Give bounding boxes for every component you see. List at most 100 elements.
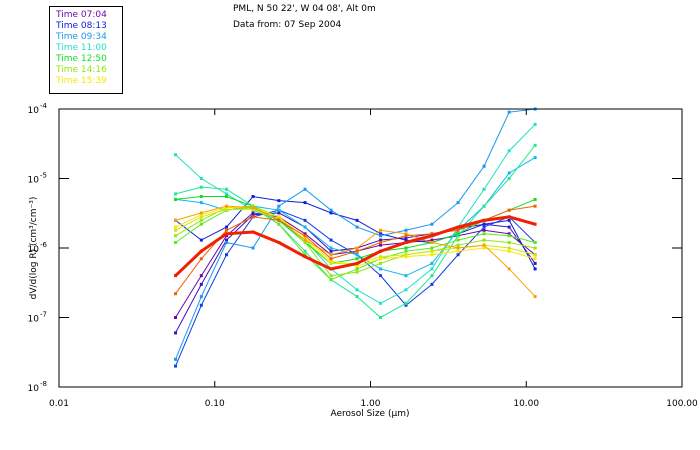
y-tick-exponent: -4 — [40, 102, 48, 110]
data-point — [174, 192, 178, 196]
legend-entry: Time 14:16 — [56, 65, 107, 75]
data-point — [329, 267, 333, 271]
data-point — [199, 195, 203, 199]
data-point — [404, 246, 408, 250]
data-point — [277, 204, 281, 208]
data-point — [507, 234, 511, 238]
data-point — [430, 267, 434, 271]
y-tick-label: 10 — [28, 245, 40, 255]
data-point — [174, 240, 178, 244]
data-point — [303, 249, 307, 253]
data-point — [303, 225, 307, 229]
data-point — [303, 232, 307, 236]
data-point — [355, 253, 359, 257]
data-point — [225, 195, 229, 199]
data-point — [355, 218, 359, 222]
data-point — [533, 261, 537, 265]
data-point — [404, 236, 408, 240]
data-point — [329, 246, 333, 250]
data-point — [379, 234, 383, 238]
data-point — [303, 240, 307, 244]
data-point — [507, 240, 511, 244]
data-point — [199, 295, 203, 299]
y-tick-label: 10 — [28, 176, 40, 186]
data-point — [329, 249, 333, 253]
data-point — [507, 110, 511, 114]
data-point — [251, 213, 255, 217]
data-point — [482, 225, 486, 229]
data-point — [355, 267, 359, 271]
data-point — [174, 364, 178, 368]
data-point — [533, 267, 537, 271]
data-point — [507, 171, 511, 175]
data-point — [303, 236, 307, 240]
data-point — [533, 253, 537, 257]
data-point — [404, 238, 408, 242]
data-point — [225, 207, 229, 211]
data-point — [355, 249, 359, 253]
x-tick-label: 1.00 — [360, 399, 380, 409]
data-point — [379, 261, 383, 265]
data-point — [379, 255, 383, 259]
data-point — [355, 295, 359, 299]
data-point — [199, 201, 203, 205]
data-point — [251, 215, 255, 219]
data-point — [379, 243, 383, 247]
data-point — [482, 187, 486, 191]
y-tick-exponent: -5 — [40, 172, 47, 180]
data-point — [533, 204, 537, 208]
data-point — [303, 234, 307, 238]
data-point — [404, 253, 408, 257]
data-point — [482, 238, 486, 242]
chart-subtitle: Data from: 07 Sep 2004 — [233, 20, 342, 30]
data-point — [533, 240, 537, 244]
data-point — [379, 228, 383, 232]
data-point — [456, 249, 460, 253]
legend-entry: Time 11:00 — [56, 43, 107, 53]
y-tick-label: 10 — [28, 106, 40, 116]
data-point — [379, 240, 383, 244]
data-point — [329, 259, 333, 263]
data-point — [430, 253, 434, 257]
data-point — [430, 240, 434, 244]
data-point — [251, 204, 255, 208]
data-point — [379, 301, 383, 305]
data-point — [303, 201, 307, 205]
data-point — [430, 246, 434, 250]
series-line — [175, 207, 536, 281]
legend-entry: Time 15:39 — [56, 76, 107, 86]
data-point — [533, 143, 537, 147]
data-point — [456, 232, 460, 236]
data-point — [225, 225, 229, 229]
series-line — [175, 124, 536, 304]
data-point — [225, 192, 229, 196]
data-point — [533, 295, 537, 299]
data-point — [533, 257, 537, 261]
data-point — [225, 240, 229, 244]
data-point — [199, 257, 203, 261]
data-point — [404, 240, 408, 244]
data-point — [379, 316, 383, 319]
data-point — [329, 274, 333, 278]
data-point — [199, 215, 203, 219]
data-point — [199, 211, 203, 215]
data-point — [456, 201, 460, 205]
data-point — [404, 255, 408, 259]
y-axis-title: dV/d(log R) (cm³/cm⁻³) — [29, 197, 39, 300]
data-point — [277, 211, 281, 215]
data-point — [482, 164, 486, 168]
data-point — [533, 156, 537, 160]
data-point — [533, 222, 537, 226]
data-point — [174, 218, 178, 222]
data-point — [277, 215, 281, 219]
data-point — [379, 274, 383, 278]
y-tick-exponent: -6 — [40, 241, 48, 249]
data-point — [379, 238, 383, 242]
data-point — [199, 185, 203, 189]
data-point — [174, 153, 178, 157]
data-point — [199, 274, 203, 278]
data-point — [174, 292, 178, 296]
data-point — [355, 225, 359, 229]
data-point — [379, 267, 383, 271]
data-point — [430, 238, 434, 242]
